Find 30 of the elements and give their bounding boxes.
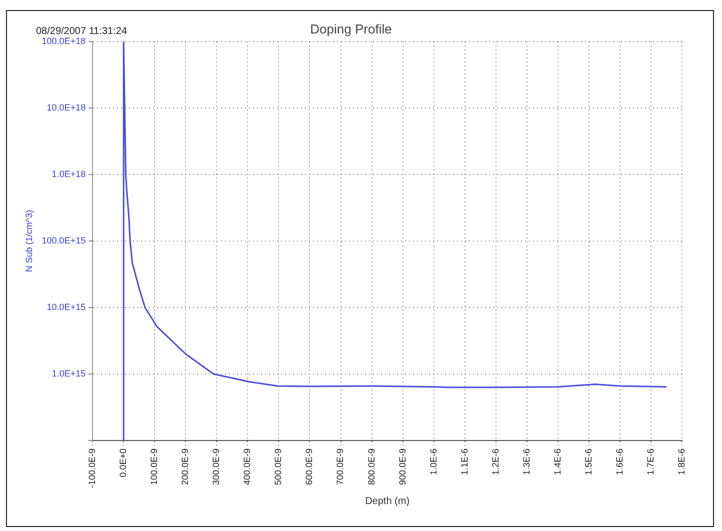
x-tick-label: 1.0E-6: [428, 448, 438, 476]
x-tick-label: 400.0E-9: [242, 448, 252, 486]
x-axis-title: Depth (m): [365, 496, 410, 507]
y-tick-label: 100.0E+15: [42, 236, 86, 246]
y-tick-label: 10.0E+15: [46, 302, 86, 312]
x-tick-label: 0.0E+0: [118, 448, 128, 478]
x-tick-label: 100.0E-9: [149, 448, 160, 486]
y-tick-label: 1.0E+18: [52, 169, 86, 180]
x-tick-label: 1.5E-6: [583, 448, 594, 476]
x-tick-label: 1.6E-6: [614, 448, 624, 476]
x-tick-label: 700.0E-9: [335, 448, 346, 486]
chart-title: Doping Profile: [310, 21, 392, 36]
y-tick-label: 100.0E+18: [42, 36, 86, 46]
x-tick-label: 1.8E-6: [676, 448, 686, 476]
x-tick-label: 1.3E-6: [521, 448, 532, 476]
x-tick-label: 600.0E-9: [304, 448, 314, 486]
y-tick-label: 10.0E+18: [46, 102, 86, 113]
x-tick-label: 1.2E-6: [490, 448, 500, 476]
x-tick-label: 200.0E-9: [180, 448, 190, 486]
x-tick-label: -100.0E-9: [87, 448, 98, 488]
x-tick-label: 1.7E-6: [645, 448, 656, 476]
y-tick-label: 1.0E+15: [52, 368, 86, 378]
x-tick-label: 300.0E-9: [211, 448, 222, 486]
x-tick-label: 1.4E-6: [552, 448, 562, 476]
text: 08/29/2007 11:31:24: [36, 26, 128, 37]
x-tick-label: 500.0E-9: [273, 448, 284, 486]
x-tick-label: 1.1E-6: [459, 448, 470, 476]
x-tick-label: 800.0E-9: [366, 448, 376, 486]
x-tick-label: 900.0E-9: [397, 448, 408, 486]
y-axis-title: N Sub (1/cm^3): [24, 210, 34, 272]
